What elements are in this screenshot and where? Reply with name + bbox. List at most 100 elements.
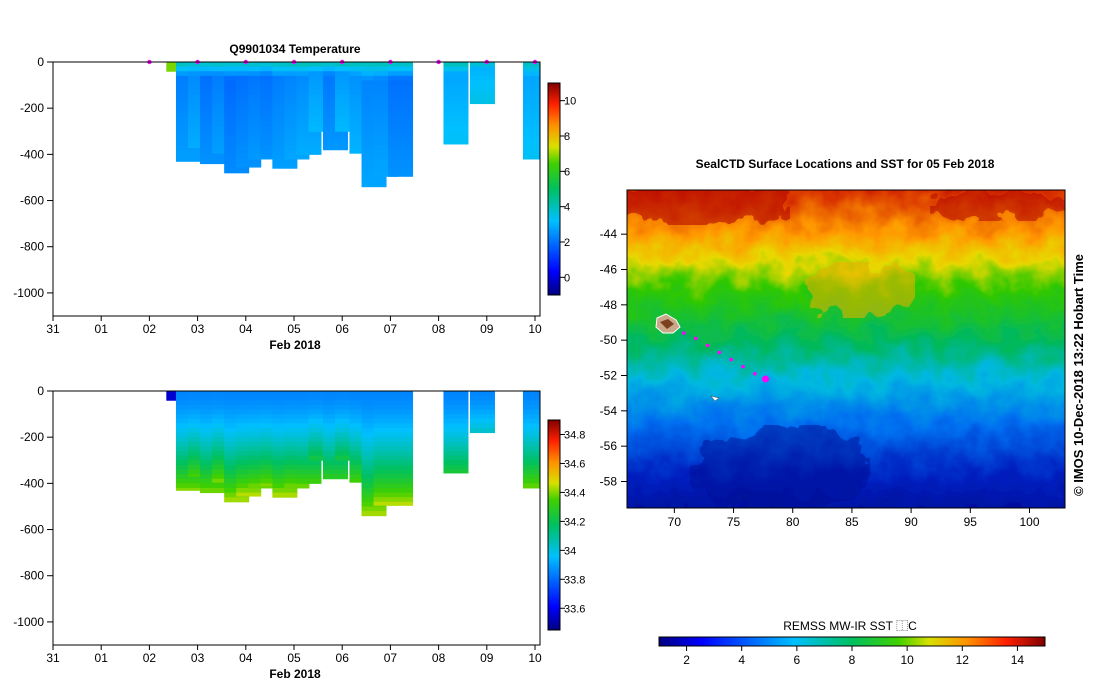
profile-cell: [523, 145, 540, 151]
profile-cell: [322, 474, 348, 480]
profile-cell: [308, 404, 334, 410]
depth-tick-label: -800: [20, 569, 44, 583]
profile-cell: [388, 149, 414, 155]
profile-cell: [335, 66, 361, 72]
profile-cell: [388, 423, 414, 429]
profile-cell: [443, 135, 469, 142]
colorbar-tick-label: 34.4: [564, 487, 585, 499]
profile-cell: [523, 391, 540, 397]
profile-cell: [523, 89, 540, 95]
time-tick-label: 10: [528, 651, 542, 665]
depth-tick-label: -400: [20, 476, 44, 490]
profile-cell: [373, 71, 399, 77]
profile-cell: [388, 432, 414, 438]
profile-cell: [443, 117, 469, 123]
profile-cell: [388, 478, 414, 484]
profile-cell: [523, 103, 540, 109]
salinity-time-axis: 31 01 02 03 04 05 06 07 08 09 10: [46, 645, 542, 665]
depth-tick-label: -400: [20, 147, 44, 161]
profile-cell: [523, 126, 540, 132]
profile-cell: [388, 71, 414, 77]
time-tick-label: 31: [46, 322, 60, 336]
profile-cell: [296, 469, 322, 475]
profile-cell: [443, 140, 469, 145]
profile-cell: [335, 451, 361, 457]
profile-cell: [308, 112, 334, 118]
profile-cell: [335, 89, 361, 95]
depth-tick-label: -600: [20, 523, 44, 537]
profile-cell: [523, 404, 540, 410]
profile-cell: [200, 487, 226, 494]
profile-cell: [388, 89, 414, 95]
profile-cell: [373, 464, 399, 471]
depth-tick-label: -600: [20, 194, 44, 208]
profile-cell: [443, 122, 469, 128]
profile-cell: [296, 131, 322, 137]
profile-cell: [443, 464, 469, 471]
profile-cell: [224, 497, 250, 503]
temperature-time-axis: 31 01 02 03 04 05 06 07 08 09 10: [46, 316, 542, 336]
colorbar-tick-label: 33.8: [564, 574, 585, 586]
profile-cell: [308, 441, 334, 447]
profile-cell: [523, 409, 540, 415]
profile-cell: [388, 427, 414, 434]
track-point: [741, 364, 745, 369]
temperature-depth-axis: 0 -200 -400 -600 -800 -1000: [13, 55, 53, 300]
profile-cell: [308, 66, 334, 72]
profile-cell: [388, 108, 414, 114]
profile-cell: [523, 446, 540, 452]
profile-cell: [388, 80, 414, 86]
profile-cell: [523, 474, 540, 480]
profile-cell: [469, 404, 495, 410]
profile-cell: [388, 98, 414, 105]
profile-cell: [523, 455, 540, 461]
colorbar-tick-label: 33.6: [564, 603, 585, 615]
colorbar-tick-label: 34.6: [564, 458, 585, 470]
profile-cell: [469, 427, 495, 434]
latitude-tick-label: -54: [600, 404, 618, 418]
profile-cell: [388, 154, 414, 160]
salinity-plot-frame: [52, 390, 541, 646]
profile-cell: [443, 455, 469, 461]
profile-cell: [523, 131, 540, 137]
profile-cell: [373, 469, 399, 475]
profile-cell: [523, 108, 540, 114]
time-tick-label: 02: [143, 651, 157, 665]
profile-cell: [296, 149, 322, 155]
profile-cell: [523, 464, 540, 471]
profile-cell: [523, 62, 540, 68]
profile-cell: [335, 103, 361, 109]
sst-colorbar-tick-label: 4: [738, 653, 745, 667]
salinity-colorbar: [547, 419, 561, 631]
profile-cell: [322, 464, 348, 471]
profile-cell: [388, 404, 414, 410]
latitude-tick-label: -50: [600, 333, 618, 347]
profile-cell: [373, 85, 399, 91]
time-tick-label: 04: [239, 322, 253, 336]
profile-cell: [523, 414, 540, 420]
profile-cell: [335, 391, 361, 397]
profile-cell: [335, 404, 361, 410]
profile-cell: [469, 409, 495, 415]
profile-cell: [335, 409, 361, 415]
profile-cell: [308, 409, 334, 415]
profile-cell: [373, 391, 399, 397]
profile-cell: [469, 418, 495, 424]
profile-cell: [373, 135, 399, 142]
profile-cell: [523, 441, 540, 447]
colorbar-tick-label: 10: [564, 96, 576, 108]
profile-cell: [443, 71, 469, 77]
profile-cell: [388, 158, 414, 165]
profile-cell: [175, 483, 201, 489]
profile-cell: [443, 404, 469, 410]
profile-cell: [308, 418, 334, 424]
profile-cell: [373, 62, 399, 68]
profile-cell: [236, 163, 262, 168]
depth-tick-label: -800: [20, 240, 44, 254]
profile-cell: [443, 98, 469, 105]
profile-cell: [373, 501, 399, 506]
profile-cell: [443, 395, 469, 401]
profile-cell: [373, 117, 399, 123]
sst-map-frame: [626, 189, 1066, 509]
